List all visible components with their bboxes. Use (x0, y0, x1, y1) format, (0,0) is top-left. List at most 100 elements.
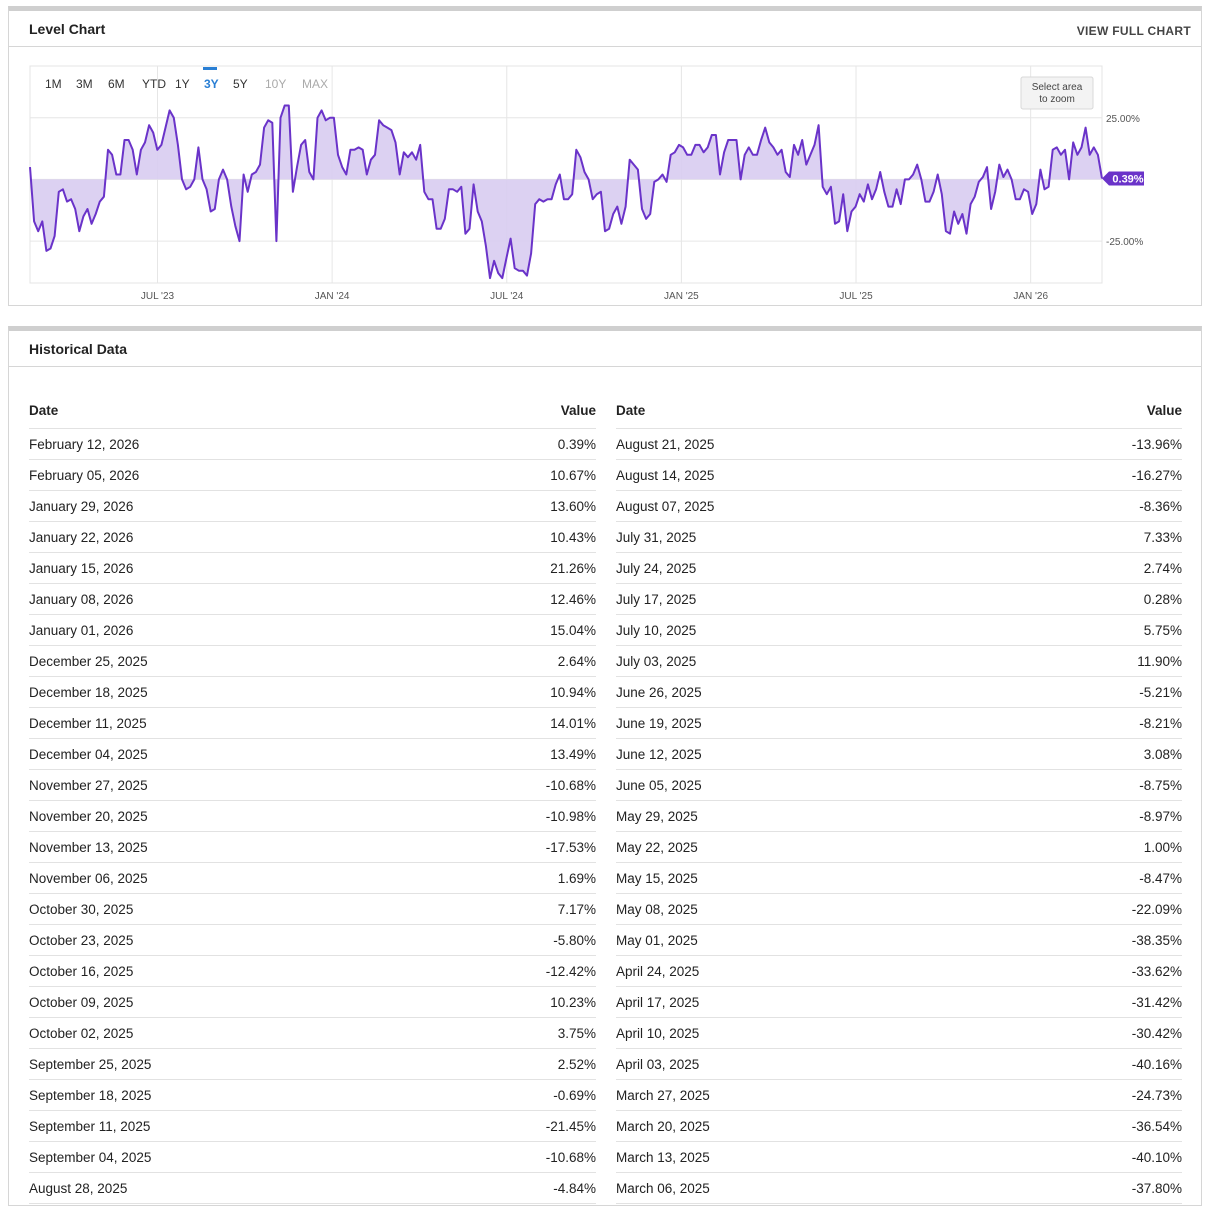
table-row: November 27, 2025 -10.68% (29, 770, 596, 801)
date-cell: May 29, 2025 (616, 808, 698, 824)
value-cell: 13.60% (550, 498, 596, 514)
historical-table-left: Date Value February 12, 2026 0.39% February … (29, 393, 596, 1204)
date-cell: April 17, 2025 (616, 994, 700, 1010)
date-cell: March 27, 2025 (616, 1087, 710, 1103)
value-cell: 13.49% (550, 746, 596, 762)
table-row: May 15, 2025 -8.47% (616, 863, 1182, 894)
date-cell: May 15, 2025 (616, 870, 698, 886)
value-cell: -8.21% (1139, 715, 1182, 731)
active-range-indicator (203, 67, 217, 70)
table-row: June 05, 2025 -8.75% (616, 770, 1182, 801)
y-tick-label: 25.00% (1106, 114, 1140, 125)
range-button-1m[interactable]: 1M (45, 77, 62, 91)
value-cell: -40.16% (1131, 1056, 1182, 1072)
table-row: April 03, 2025 -40.16% (616, 1049, 1182, 1080)
table-row: January 22, 2026 10.43% (29, 522, 596, 553)
table-row: October 23, 2025 -5.80% (29, 925, 596, 956)
value-cell: 7.33% (1143, 529, 1182, 545)
table-row: December 25, 2025 2.64% (29, 646, 596, 677)
range-button-max[interactable]: MAX (302, 77, 328, 91)
table-row: July 17, 2025 0.28% (616, 584, 1182, 615)
x-tick-label: JAN '25 (664, 291, 699, 302)
range-button-10y[interactable]: 10Y (265, 77, 286, 91)
date-cell: November 27, 2025 (29, 777, 148, 793)
date-cell: October 23, 2025 (29, 932, 134, 948)
table-row: December 04, 2025 13.49% (29, 739, 596, 770)
table-row: May 01, 2025 -38.35% (616, 925, 1182, 956)
table-row: May 22, 2025 1.00% (616, 832, 1182, 863)
value-cell: -4.84% (553, 1180, 596, 1196)
value-cell: 0.28% (1143, 591, 1182, 607)
value-cell: -8.36% (1139, 498, 1182, 514)
date-cell: January 15, 2026 (29, 560, 134, 576)
value-cell: -0.69% (553, 1087, 596, 1103)
table-row: January 15, 2026 21.26% (29, 553, 596, 584)
value-cell: -8.47% (1139, 870, 1182, 886)
table-row: February 05, 2026 10.67% (29, 460, 596, 491)
date-cell: September 18, 2025 (29, 1087, 152, 1103)
range-button-ytd[interactable]: YTD (142, 77, 166, 91)
value-column-header[interactable]: Value (560, 403, 596, 418)
table-row: July 03, 2025 11.90% (616, 646, 1182, 677)
zoom-hint-text: to zoom (1039, 94, 1075, 105)
level-chart-title: Level Chart (29, 21, 106, 37)
x-tick-label: JUL '24 (490, 291, 524, 302)
view-full-chart-link[interactable]: VIEW FULL CHART (1076, 24, 1191, 38)
date-column-header[interactable]: Date (29, 403, 59, 418)
date-column-header[interactable]: Date (616, 403, 646, 418)
table-row: March 06, 2025 -37.80% (616, 1173, 1182, 1204)
range-button-1y[interactable]: 1Y (175, 77, 190, 91)
y-tick-label: -25.00% (1106, 237, 1143, 248)
value-cell: 5.75% (1143, 622, 1182, 638)
table-row: July 10, 2025 5.75% (616, 615, 1182, 646)
date-cell: March 06, 2025 (616, 1180, 710, 1196)
value-cell: 3.75% (557, 1025, 596, 1041)
table-row: October 16, 2025 -12.42% (29, 956, 596, 987)
range-button-5y[interactable]: 5Y (233, 77, 248, 91)
date-cell: October 16, 2025 (29, 963, 134, 979)
date-cell: July 17, 2025 (616, 591, 697, 607)
range-button-3y[interactable]: 3Y (204, 77, 219, 91)
value-cell: 1.69% (557, 870, 596, 886)
range-button-6m[interactable]: 6M (108, 77, 125, 91)
table-row: April 10, 2025 -30.42% (616, 1018, 1182, 1049)
date-cell: June 19, 2025 (616, 715, 702, 731)
value-cell: -16.27% (1131, 467, 1182, 483)
date-cell: January 08, 2026 (29, 591, 134, 607)
value-cell: -24.73% (1131, 1087, 1182, 1103)
date-cell: December 18, 2025 (29, 684, 148, 700)
date-cell: August 28, 2025 (29, 1180, 128, 1196)
value-cell: -31.42% (1131, 994, 1182, 1010)
date-cell: May 08, 2025 (616, 901, 698, 917)
table-row: October 09, 2025 10.23% (29, 987, 596, 1018)
value-cell: 10.67% (550, 467, 596, 483)
date-cell: November 20, 2025 (29, 808, 148, 824)
value-cell: 0.39% (557, 436, 596, 452)
value-cell: -37.80% (1131, 1180, 1182, 1196)
table-row: November 06, 2025 1.69% (29, 863, 596, 894)
table-row: March 20, 2025 -36.54% (616, 1111, 1182, 1142)
level-chart-plot[interactable]: JUL '23 JAN '24 JUL '24 JAN '25 JUL '25 JAN '… (9, 11, 1201, 306)
value-cell: -10.68% (545, 1149, 596, 1165)
range-button-3m[interactable]: 3M (76, 77, 93, 91)
table-header-row: Date Value (616, 393, 1182, 429)
x-tick-label: JAN '26 (1013, 291, 1048, 302)
historical-data-header: Historical Data (9, 331, 1201, 367)
value-cell: 3.08% (1143, 746, 1182, 762)
plot-area (29, 65, 1103, 284)
table-row: January 08, 2026 12.46% (29, 584, 596, 615)
table-row: September 18, 2025 -0.69% (29, 1080, 596, 1111)
value-column-header[interactable]: Value (1146, 403, 1182, 418)
date-cell: December 11, 2025 (29, 715, 147, 731)
table-row: August 07, 2025 -8.36% (616, 491, 1182, 522)
date-cell: May 22, 2025 (616, 839, 698, 855)
table-row: September 11, 2025 -21.45% (29, 1111, 596, 1142)
date-cell: July 31, 2025 (616, 529, 697, 545)
table-row: May 29, 2025 -8.97% (616, 801, 1182, 832)
value-cell: -33.62% (1131, 963, 1182, 979)
date-cell: December 25, 2025 (29, 653, 148, 669)
date-cell: April 03, 2025 (616, 1056, 700, 1072)
value-cell: -30.42% (1131, 1025, 1182, 1041)
zoom-hint-box (1020, 76, 1094, 110)
value-cell: 2.74% (1143, 560, 1182, 576)
